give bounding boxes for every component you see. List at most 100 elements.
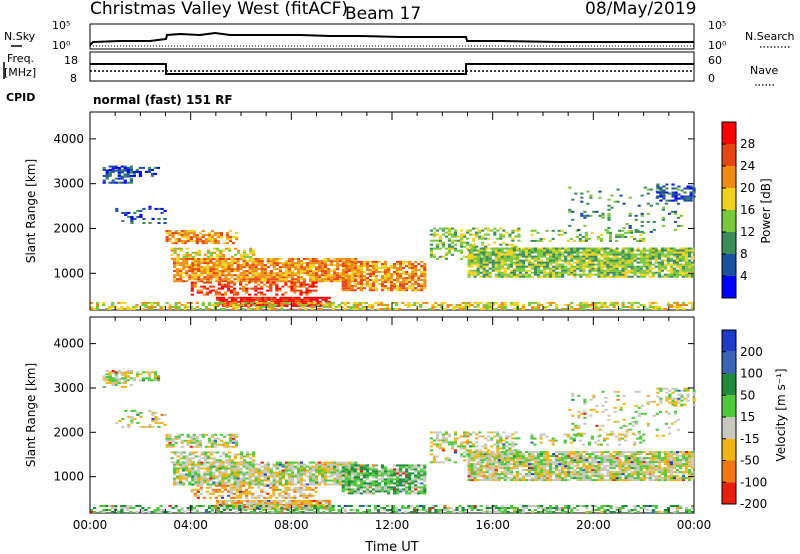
data-cell <box>248 473 252 476</box>
data-cell <box>179 473 183 476</box>
data-cell <box>284 264 288 267</box>
data-cell <box>567 261 571 264</box>
data-cell <box>518 275 522 278</box>
colorbar-segment <box>722 144 736 166</box>
data-cell <box>630 255 634 258</box>
data-cell <box>530 251 535 254</box>
data-cell <box>251 258 255 261</box>
data-cell <box>423 488 427 491</box>
data-cell <box>414 468 418 471</box>
data-cell <box>182 481 186 484</box>
data-cell <box>302 467 307 470</box>
data-cell <box>549 301 553 304</box>
data-cell <box>359 486 363 489</box>
data-cell <box>147 166 152 169</box>
data-cell <box>543 273 547 276</box>
data-cell <box>345 272 349 275</box>
data-cell <box>260 483 264 486</box>
data-cell <box>576 273 580 276</box>
data-cell <box>497 259 501 262</box>
data-cell <box>194 455 198 458</box>
data-cell <box>524 271 529 274</box>
data-cell <box>396 260 400 263</box>
data-cell <box>215 266 219 269</box>
data-cell <box>307 301 311 304</box>
data-cell <box>450 241 455 244</box>
data-cell <box>580 212 584 215</box>
data-cell <box>336 483 340 486</box>
data-cell <box>533 271 538 274</box>
station-title: Christmas Valley West (fitACF) <box>90 0 348 19</box>
data-cell <box>287 268 291 271</box>
data-cell <box>278 270 282 273</box>
data-cell <box>203 268 207 271</box>
data-cell <box>669 269 673 272</box>
data-cell <box>467 273 471 276</box>
data-cell <box>514 245 518 248</box>
data-cell <box>330 463 334 466</box>
data-cell <box>192 445 196 448</box>
data-cell <box>402 271 406 274</box>
data-cell <box>570 255 574 258</box>
data-cell <box>488 255 492 258</box>
data-cell <box>281 274 285 277</box>
data-cell <box>603 265 607 268</box>
data-cell <box>272 278 276 281</box>
data-cell <box>456 239 461 242</box>
data-cell <box>173 258 177 261</box>
data-cell <box>555 267 559 270</box>
data-cell <box>242 473 246 476</box>
data-cell <box>139 411 143 414</box>
data-cell <box>275 461 279 464</box>
data-cell <box>287 264 291 267</box>
data-cell <box>333 461 337 464</box>
data-cell <box>691 301 695 304</box>
data-cell <box>561 253 565 256</box>
data-cell <box>224 276 228 279</box>
data-cell <box>321 473 325 476</box>
data-cell <box>324 266 328 269</box>
data-cell <box>127 211 131 214</box>
data-cell <box>411 468 415 471</box>
data-cell <box>459 233 464 236</box>
data-cell <box>464 308 468 311</box>
data-cell <box>218 465 222 468</box>
data-cell <box>660 308 664 311</box>
data-cell <box>512 251 516 254</box>
data-cell <box>358 301 362 304</box>
data-cell <box>185 258 189 261</box>
data-cell <box>500 247 504 250</box>
data-cell <box>429 249 433 252</box>
data-cell <box>239 494 243 497</box>
colorbar-segment <box>722 276 736 298</box>
colorbar-segment <box>722 188 736 210</box>
data-cell <box>379 304 384 307</box>
data-cell <box>678 257 683 260</box>
data-cell <box>231 236 236 239</box>
data-cell <box>570 267 574 270</box>
data-cell <box>281 465 285 468</box>
data-cell <box>186 435 190 438</box>
data-cell <box>312 272 316 275</box>
data-cell <box>666 304 670 307</box>
data-cell <box>123 386 127 388</box>
data-cell <box>195 306 199 309</box>
data-cell <box>246 253 250 256</box>
data-cell <box>275 272 279 275</box>
data-cell <box>105 382 109 384</box>
data-cell <box>212 483 216 486</box>
data-cell <box>215 253 219 256</box>
data-cell <box>676 202 681 205</box>
data-cell <box>514 229 518 232</box>
data-cell <box>624 273 628 276</box>
data-cell <box>315 262 319 265</box>
freq-tick-bottom: 8 <box>70 72 77 85</box>
data-cell <box>209 255 213 258</box>
data-cell <box>287 469 291 472</box>
data-cell <box>194 469 198 472</box>
data-cell <box>649 188 653 191</box>
data-cell <box>270 296 274 299</box>
data-cell <box>318 264 322 267</box>
data-cell <box>573 267 577 270</box>
data-cell <box>183 240 187 243</box>
